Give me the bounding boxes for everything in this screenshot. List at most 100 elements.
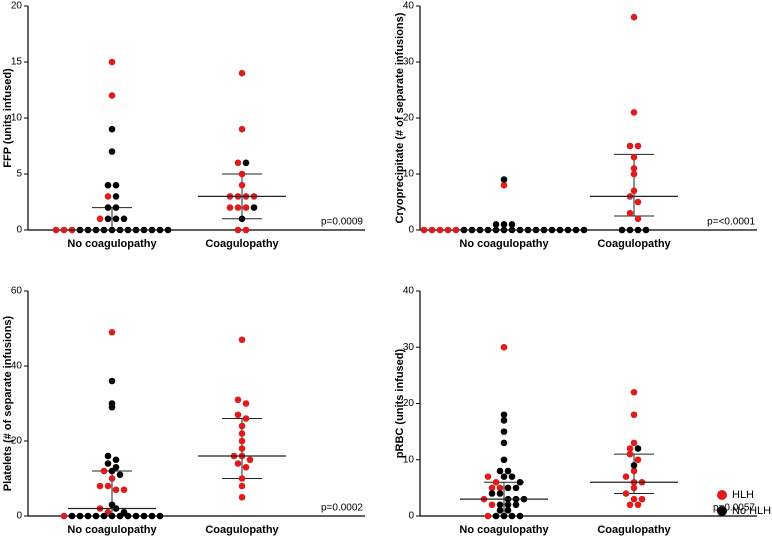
dot: [500, 411, 508, 419]
dot: [238, 69, 246, 77]
y-tick-label: 10: [403, 454, 415, 465]
legend-swatch: [717, 490, 727, 500]
y-tick-label: 40: [403, 1, 415, 12]
dot: [504, 484, 512, 492]
dot: [500, 417, 508, 424]
dot: [84, 512, 92, 520]
dot: [112, 486, 120, 494]
dot: [96, 482, 104, 490]
dot: [618, 226, 626, 234]
y-tick-label: 10: [403, 169, 415, 180]
annotation: p=0.0009: [321, 217, 363, 228]
dot: [626, 142, 634, 150]
y-tick-label: 30: [403, 57, 415, 68]
dot: [556, 226, 564, 234]
dot: [112, 193, 120, 200]
dot: [108, 58, 116, 66]
dot: [108, 125, 116, 133]
dot: [516, 512, 524, 520]
x-tick-label: No coagulopathy: [459, 238, 549, 250]
annotation: p=<0.0001: [707, 217, 755, 228]
y-tick-label: 0: [408, 225, 414, 236]
dot: [238, 336, 246, 344]
dot: [108, 148, 116, 155]
annotation: p=0.0057: [713, 503, 755, 514]
dot: [452, 226, 460, 234]
dot: [108, 475, 116, 482]
dot: [638, 495, 646, 503]
dot: [634, 142, 642, 150]
dot: [238, 215, 246, 223]
dot: [630, 187, 638, 195]
x-tick-label: No coagulopathy: [67, 238, 157, 250]
dot: [108, 92, 116, 99]
dot: [488, 490, 496, 497]
dot: [580, 226, 588, 234]
dot: [630, 165, 638, 172]
y-tick-label: 0: [408, 511, 414, 522]
dot: [124, 512, 132, 520]
dot: [630, 13, 638, 21]
dot: [496, 507, 504, 514]
dot: [238, 475, 246, 482]
dot: [242, 204, 250, 211]
dot: [238, 170, 246, 178]
dot: [112, 456, 120, 464]
y-tick-label: 20: [403, 113, 415, 124]
dot: [100, 467, 108, 475]
dot: [488, 484, 496, 492]
dot: [492, 512, 500, 520]
dot: [148, 512, 156, 520]
dot: [496, 501, 504, 509]
dot: [96, 215, 104, 223]
y-tick-label: 30: [403, 342, 415, 353]
dot: [496, 484, 504, 492]
dot: [60, 512, 68, 520]
dot: [500, 456, 508, 464]
dot: [226, 204, 234, 211]
dot: [52, 226, 60, 234]
dot: [104, 181, 112, 189]
dot: [238, 181, 246, 189]
dot: [508, 221, 516, 228]
dot: [516, 478, 524, 486]
dot: [120, 215, 128, 223]
y-axis-label: pRBC (units infused): [394, 348, 406, 458]
dot: [68, 512, 76, 520]
dot: [492, 221, 500, 228]
dot: [508, 512, 516, 520]
y-tick-label: 60: [11, 286, 23, 297]
dot: [108, 403, 116, 411]
dot: [156, 512, 164, 520]
dot: [104, 204, 112, 211]
legend-label: HLH: [732, 489, 754, 501]
y-tick-label: 20: [403, 398, 415, 409]
dot: [508, 473, 516, 480]
dot: [140, 512, 148, 520]
y-tick-label: 0: [16, 511, 22, 522]
y-tick-label: 40: [11, 361, 23, 372]
dot: [626, 450, 634, 458]
dot: [108, 328, 116, 336]
dot: [504, 501, 512, 509]
dot: [112, 204, 120, 211]
dot: [234, 204, 242, 211]
y-axis-label: FFP (units infused): [2, 68, 14, 168]
dot: [92, 512, 100, 520]
dot: [630, 467, 638, 475]
y-tick-label: 20: [11, 1, 23, 12]
dot: [132, 512, 140, 520]
dot: [500, 428, 508, 435]
x-tick-label: Coagulopathy: [205, 524, 279, 536]
dot: [626, 445, 634, 452]
dot: [630, 109, 638, 116]
dot: [104, 452, 112, 460]
dot: [634, 445, 642, 452]
dot: [500, 221, 508, 228]
dot: [630, 153, 638, 161]
dot: [626, 226, 634, 234]
y-tick-label: 20: [11, 436, 23, 447]
dot: [104, 193, 112, 200]
dot: [548, 226, 556, 234]
